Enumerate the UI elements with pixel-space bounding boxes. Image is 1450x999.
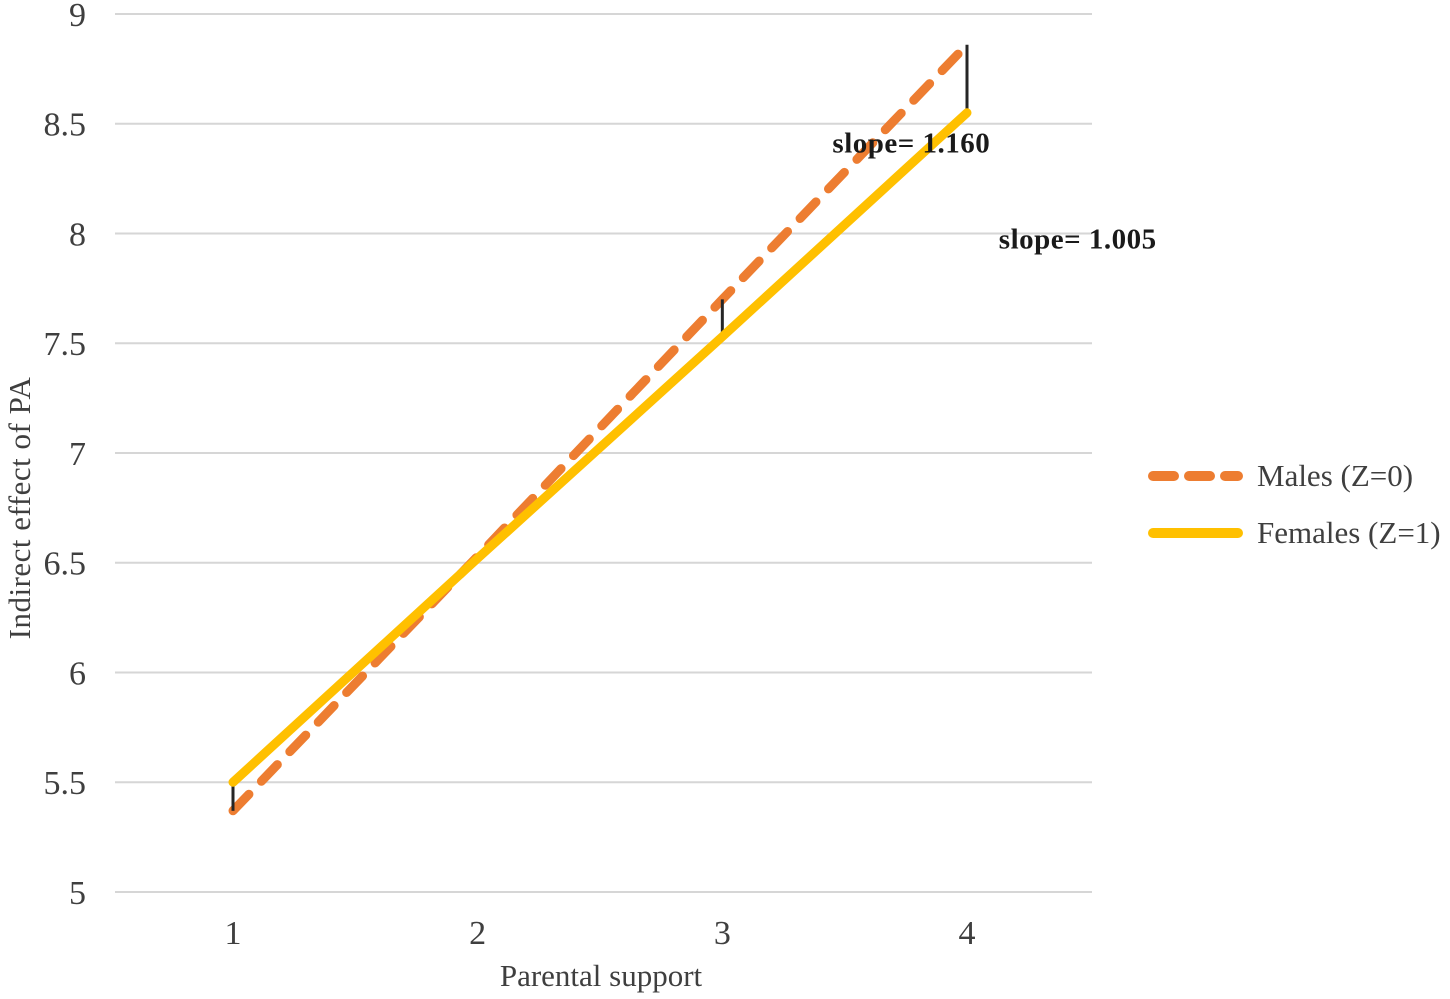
x-tick-label: 1 [225,915,242,952]
slope-annotation: slope= 1.160 [832,127,991,159]
x-axis-title: Parental support [499,958,703,993]
legend-item-males: Males (Z=0) [1147,458,1441,494]
legend-label-females: Females (Z=1) [1257,515,1441,550]
females-line [228,108,972,787]
y-tick-label: 7 [69,436,86,473]
males-line [228,40,972,816]
x-tick-label: 3 [714,915,731,952]
y-axis-title: Indirect effect of PA [2,376,37,640]
slope-annotation: slope= 1.005 [998,223,1157,256]
y-tick-label: 6 [69,655,86,692]
y-tick-label: 8 [69,216,86,253]
y-tick-label: 7.5 [44,326,87,363]
x-tick-label: 2 [469,915,486,952]
x-tick-label: 4 [959,915,976,952]
y-tick-label: 6.5 [44,546,87,583]
y-tick-label: 8.5 [44,107,87,144]
legend-item-females: Females (Z=1) [1147,515,1441,551]
y-tick-label: 9 [69,0,86,34]
legend-label-males: Males (Z=0) [1257,458,1414,493]
females-solid-line-swatch [1148,528,1243,538]
y-tick-label: 5 [69,875,86,912]
males-dashed-line-swatch [1148,471,1243,481]
legend: Males (Z=0) Females (Z=1) [1147,458,1441,551]
y-tick-label: 5.5 [44,765,87,802]
